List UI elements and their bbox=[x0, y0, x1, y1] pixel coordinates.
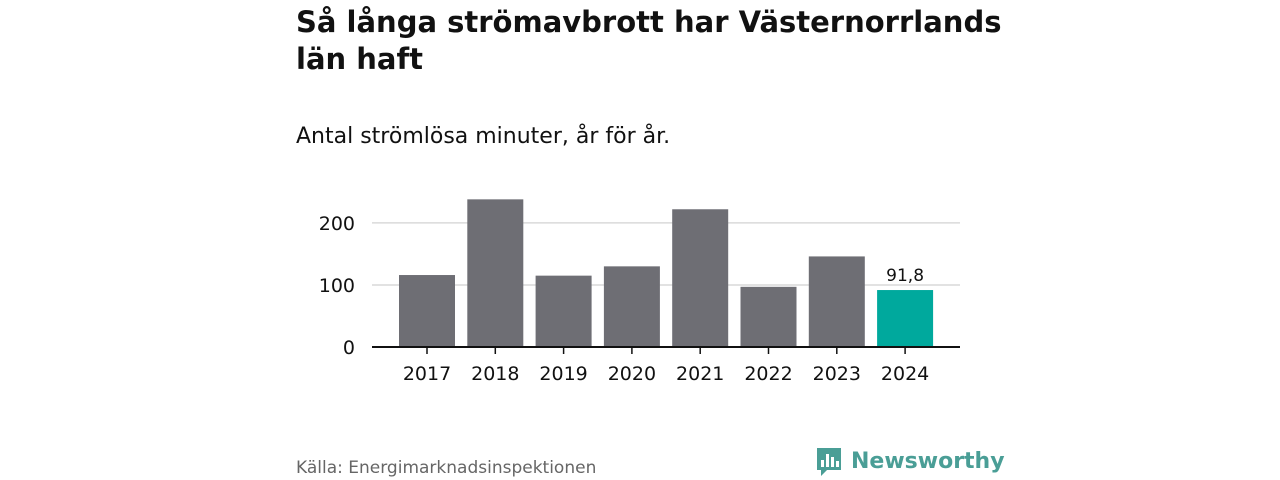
brand-logo-link[interactable]: Newsworthy bbox=[815, 446, 1005, 478]
bars bbox=[399, 199, 934, 347]
gridlines bbox=[372, 222, 960, 286]
x-tick-label: 2018 bbox=[471, 363, 519, 385]
x-tick-label: 2021 bbox=[676, 363, 724, 385]
bar-2024 bbox=[877, 290, 934, 347]
bar-2023 bbox=[808, 256, 865, 347]
bar-2022 bbox=[740, 286, 797, 347]
y-tick-label: 200 bbox=[319, 213, 355, 235]
x-tick-label: 2022 bbox=[744, 363, 792, 385]
bar-2020 bbox=[603, 266, 660, 347]
x-axis-ticks: 2017 2018 2019 2020 2021 2022 2023 2024 bbox=[403, 347, 929, 385]
x-tick-label: 2024 bbox=[881, 363, 929, 385]
y-tick-label: 0 bbox=[343, 337, 355, 359]
data-labels: 91,8 bbox=[886, 266, 924, 286]
x-tick-label: 2019 bbox=[539, 363, 587, 385]
source-note: Källa: Energimarknadsinspektionen bbox=[296, 458, 597, 478]
bar-2017 bbox=[399, 275, 455, 347]
bar-chart-speech-bubble-icon bbox=[817, 448, 841, 476]
y-tick-label: 100 bbox=[319, 275, 355, 297]
bar-2019 bbox=[535, 275, 592, 347]
bar-2021 bbox=[672, 209, 729, 347]
x-tick-label: 2020 bbox=[608, 363, 656, 385]
data-label-2024: 91,8 bbox=[886, 266, 924, 286]
chart-subtitle: Antal strömlösa minuter, år för år. bbox=[296, 124, 671, 149]
chart-title: Så långa strömavbrott har Västernorrland… bbox=[296, 5, 1002, 76]
y-axis-ticks: 0 100 200 bbox=[319, 213, 355, 359]
x-tick-label: 2023 bbox=[813, 363, 861, 385]
brand-name: Newsworthy bbox=[851, 449, 1005, 474]
x-tick-label: 2017 bbox=[403, 363, 451, 385]
bar-2018 bbox=[467, 199, 524, 347]
bar-chart: 0 100 200 91,8 2017 2018 2019 2020 2021 2022 202… bbox=[319, 199, 960, 385]
